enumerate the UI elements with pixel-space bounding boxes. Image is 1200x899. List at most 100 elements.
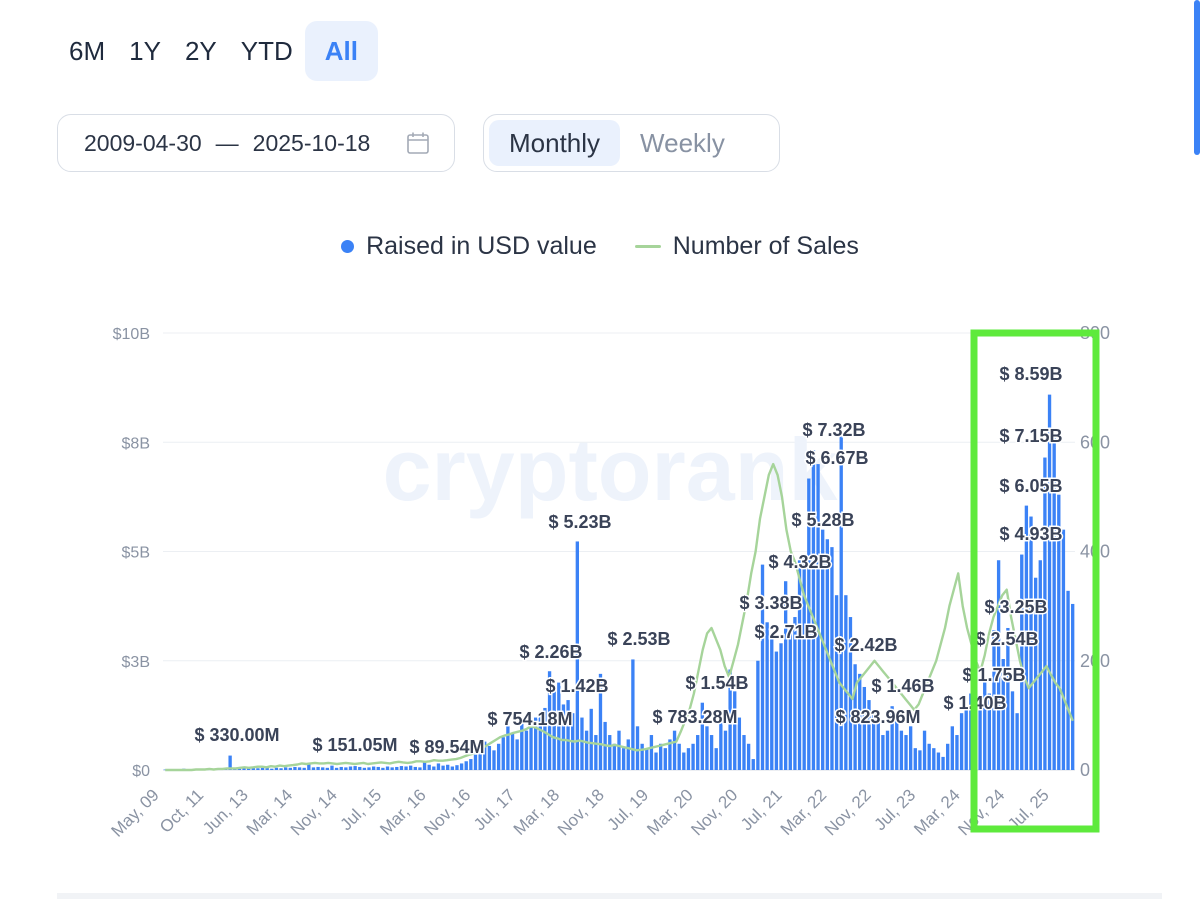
bar: [672, 730, 677, 770]
tab-ytd[interactable]: YTD: [240, 36, 293, 66]
bar: [543, 707, 547, 770]
bar: [459, 763, 464, 770]
bar: [344, 767, 348, 770]
bar: [867, 700, 871, 770]
bar: [496, 743, 501, 770]
bar-data-label: $ 6.05B: [999, 476, 1062, 496]
y-left-tick-label: $5B: [122, 545, 150, 562]
legend-dot-icon: [341, 240, 355, 253]
line-series: [165, 462, 1074, 772]
bar: [270, 768, 274, 770]
bar: [645, 748, 649, 770]
y-left-tick-label: $8B: [122, 435, 150, 452]
bar: [524, 730, 529, 770]
legend-label-sales: Number of Sales: [672, 232, 859, 260]
bar: [413, 766, 417, 770]
bar-labels: $ 330.00M $ 151.05M $ 89.54M$ 754.18M $ 2.2…: [193, 363, 1064, 759]
bar: [483, 741, 487, 770]
bar-data-label: $ 3.38B: [739, 593, 802, 613]
bar-data-label: $ 1.42B: [545, 676, 608, 696]
bar: [737, 717, 742, 770]
calendar-icon[interactable]: [406, 131, 430, 155]
bar: [1047, 394, 1052, 770]
bar: [807, 478, 811, 770]
tab-1y[interactable]: 1Y: [129, 36, 161, 66]
bar: [395, 766, 399, 770]
tab-2y[interactable]: 2Y: [184, 36, 217, 66]
bar: [640, 743, 644, 770]
bar: [858, 673, 862, 770]
bar: [922, 730, 927, 770]
x-tick-label: Mar, 20: [643, 785, 697, 839]
legend-item-raised[interactable]: Raised in USD value: [341, 232, 597, 261]
bar: [723, 730, 728, 770]
y-left-tick-label: $0: [132, 763, 150, 780]
x-tick-label: Mar, 16: [376, 785, 430, 839]
bar: [422, 761, 427, 770]
bar: [515, 739, 519, 770]
x-tick-label: Nov, 16: [420, 785, 474, 839]
bar: [311, 767, 316, 770]
bar-data-label: $ 2.42B: [834, 635, 897, 655]
bar: [237, 768, 242, 770]
tab-all[interactable]: All: [304, 21, 378, 81]
bar-data-label: $ 5.23B: [548, 512, 611, 532]
bar: [742, 735, 746, 770]
bar: [964, 708, 968, 770]
bar: [932, 748, 936, 770]
bar: [399, 766, 404, 770]
y-axis-left: $0 $3B $5B $8B $10B: [113, 326, 150, 780]
bar: [626, 739, 630, 770]
bar-data-label: $ 783.28M: [652, 707, 737, 727]
bar: [297, 767, 302, 770]
bar: [1024, 505, 1029, 770]
bar: [279, 768, 283, 770]
bar: [598, 673, 603, 770]
bar: [635, 726, 640, 770]
bar: [760, 564, 765, 770]
bar-data-label: $ 6.67B: [805, 448, 868, 468]
bar: [885, 730, 890, 770]
bar-data-label: $ 330.00M: [194, 725, 279, 745]
bar: [848, 617, 853, 770]
bar: [260, 767, 265, 770]
bar: [719, 717, 723, 770]
bar: [246, 768, 251, 770]
x-tick-label: Nov, 14: [287, 785, 341, 839]
bar: [1001, 659, 1005, 770]
bar: [334, 767, 339, 770]
bar: [770, 638, 774, 770]
bar: [594, 735, 598, 770]
scrollbar-thumb[interactable]: [1194, 0, 1200, 155]
tab-6m[interactable]: 6M: [69, 36, 106, 66]
bar: [492, 750, 496, 770]
bar: [987, 693, 992, 770]
weekly-button[interactable]: Weekly: [640, 128, 725, 158]
monthly-button[interactable]: Monthly: [489, 120, 621, 166]
legend-item-sales[interactable]: Number of Sales: [634, 232, 859, 261]
bar: [557, 682, 561, 770]
bar: [876, 721, 880, 770]
sales-line: [165, 462, 1074, 772]
bar: [325, 767, 330, 770]
bar: [955, 735, 959, 770]
bar: [307, 763, 311, 770]
chart: cryptorank $0$3B$5B$8B$10B 0200400600800…: [108, 323, 1111, 841]
bar: [487, 745, 492, 770]
bar: [853, 664, 857, 770]
bar: [580, 717, 584, 770]
date-range-picker[interactable]: 2009-04-30 — 2025-10-18: [57, 114, 455, 172]
bar-data-label: $ 754.18M: [487, 709, 572, 729]
bar: [927, 743, 931, 770]
x-tick-label: Mar, 18: [510, 785, 564, 839]
bar: [700, 702, 704, 770]
bar: [751, 759, 755, 770]
bar-data-label: $ 2.53B: [607, 629, 670, 649]
period-tabs: 6M 1Y 2Y YTD All: [57, 20, 378, 82]
bar: [538, 713, 542, 770]
bar-data-label: $ 89.54M: [409, 737, 484, 757]
bar: [788, 630, 792, 770]
bar: [793, 617, 797, 770]
bar: [774, 651, 779, 770]
